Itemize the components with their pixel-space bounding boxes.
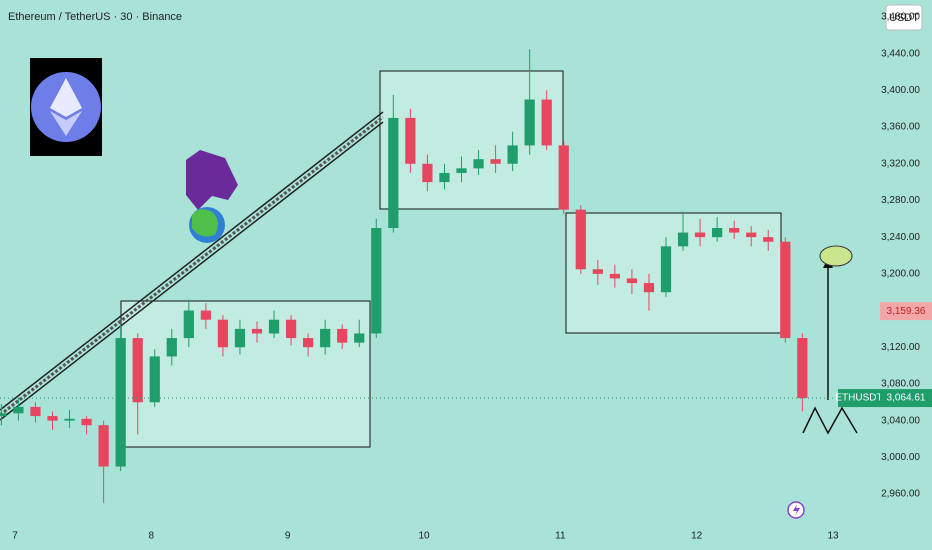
candle-body [320, 328, 331, 348]
og-mascot [186, 150, 238, 243]
last-price-label: 3,064.61 [887, 393, 926, 404]
candle-body [149, 356, 160, 403]
x-tick-label: 11 [555, 531, 566, 542]
y-tick-label: 3,320.00 [881, 158, 920, 169]
candle-body [626, 278, 638, 284]
y-tick-label: 3,080.00 [881, 379, 920, 390]
x-tick-label: 12 [691, 531, 703, 542]
candle-body [132, 338, 143, 403]
candle-body [797, 338, 808, 399]
candle-body [490, 159, 501, 164]
candle-body [456, 168, 467, 173]
candle-body [47, 416, 58, 421]
candle-body [64, 418, 75, 421]
y-tick-label: 3,280.00 [881, 195, 920, 206]
candle-body [729, 227, 740, 233]
candle-body [507, 145, 518, 164]
marker-price-label: 3,159.36 [887, 306, 926, 317]
y-tick-label: 3,000.00 [881, 452, 920, 463]
event-icon [787, 501, 805, 519]
candle-body [388, 117, 399, 228]
x-tick-label: 13 [827, 531, 839, 542]
candle-body [0, 413, 7, 417]
currency-box [885, 4, 923, 31]
candle-body [473, 159, 484, 169]
y-tick-label: 3,440.00 [881, 48, 920, 59]
candle-body [251, 328, 263, 334]
x-tick-label: 9 [285, 531, 291, 542]
candle-body [763, 237, 774, 242]
candle-body [166, 338, 177, 357]
trendline [0, 111, 384, 421]
candle-body [217, 319, 229, 348]
projection [802, 245, 858, 435]
candle-body [285, 319, 297, 339]
symbol-tag [838, 389, 880, 408]
candle-body [609, 273, 620, 279]
candle-body [712, 227, 723, 238]
y-tick-label: 3,040.00 [881, 415, 920, 426]
candle-body [337, 328, 348, 343]
y-tick-label: 3,240.00 [881, 232, 920, 243]
candle-body [558, 145, 569, 210]
candle-body [592, 269, 603, 274]
y-tick-label: 3,400.00 [881, 85, 920, 96]
range-box [120, 300, 371, 448]
x-tick-label: 7 [12, 531, 18, 542]
chart-title: Ethereum / TetherUS · 30 · Binance [8, 11, 182, 23]
candle-body [660, 246, 672, 293]
candle-body [98, 425, 109, 467]
candle-body [677, 232, 689, 247]
candle-body [405, 117, 416, 164]
candle-body [30, 406, 41, 417]
candle-body [524, 99, 535, 146]
y-tick-label: 3,480.00 [881, 12, 920, 23]
marker-tag [880, 302, 932, 321]
price-axis [880, 0, 932, 550]
candle-body [541, 99, 552, 146]
symbol-label: ETHUSDT [835, 393, 882, 404]
candle-body [439, 172, 450, 183]
candle-body [746, 232, 757, 238]
currency-label: USDT [889, 12, 919, 24]
y-tick-label: 3,360.00 [881, 122, 920, 133]
eth-logo [30, 58, 102, 156]
candle-body [200, 310, 211, 320]
y-tick-label: 2,960.00 [881, 489, 920, 500]
price-tag [880, 389, 932, 408]
candle-body [268, 319, 280, 334]
candle-body [303, 338, 314, 348]
candle-body [780, 241, 791, 339]
candle-body [183, 310, 194, 339]
candles [0, 49, 808, 504]
candle-body [643, 283, 655, 293]
y-tick-label: 3,120.00 [881, 342, 920, 353]
candle-body [422, 163, 433, 183]
candle-body [234, 328, 246, 348]
x-tick-label: 8 [149, 531, 155, 542]
candle-body [13, 406, 24, 414]
candle-body [115, 338, 126, 467]
candle-body [354, 333, 365, 343]
x-tick-label: 10 [418, 531, 430, 542]
candle-body [371, 227, 382, 334]
candle-body [575, 209, 586, 270]
candle-body [694, 232, 706, 238]
y-tick-label: 3,200.00 [881, 268, 920, 279]
candle-body [81, 418, 92, 426]
